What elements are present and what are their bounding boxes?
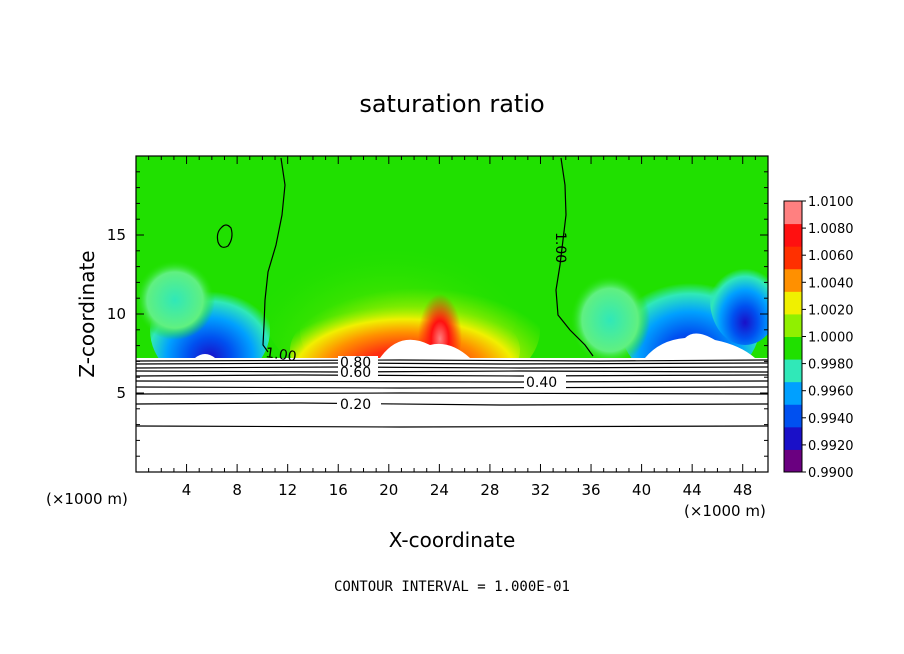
contour-label-1-00-right: 1.00 xyxy=(552,232,568,263)
x-tick-label: 16 xyxy=(329,481,348,499)
y-tick-label: 10 xyxy=(107,305,126,323)
colorbar-swatch xyxy=(784,291,802,315)
x-tick-label: 32 xyxy=(531,481,550,499)
contour-label-bg xyxy=(524,374,566,390)
colorbar-tick-label: 1.0020 xyxy=(808,303,854,318)
x-tick-label: 40 xyxy=(632,481,651,499)
y-axis: 5 10 15 xyxy=(107,171,768,457)
field-lower-band xyxy=(136,358,768,472)
colorbar-tick-label: 1.0060 xyxy=(808,249,854,264)
x-tick-label: 28 xyxy=(480,481,499,499)
x-tick-label: 36 xyxy=(581,481,600,499)
contour-label-bg xyxy=(337,396,381,412)
y-axis-label: Z-coordinate xyxy=(75,250,99,377)
x-axis-label: X-coordinate xyxy=(389,528,516,552)
colorbar-swatch xyxy=(784,449,802,473)
colorbar-swatch xyxy=(784,426,802,450)
x-tick-label: 12 xyxy=(278,481,297,499)
contour-line-0-40 xyxy=(136,380,768,383)
colorbar-tick-label: 1.0000 xyxy=(808,331,854,346)
contour-label-0-80: 0.80 xyxy=(340,355,371,371)
contour-interval-note: CONTOUR INTERVAL = 1.000E-01 xyxy=(334,579,570,595)
colorbar-tick-label: 0.9960 xyxy=(808,385,854,400)
colorbar-tick-label: 1.0100 xyxy=(808,195,854,210)
heatmap-field xyxy=(136,156,768,472)
colorbar-swatch xyxy=(784,313,802,337)
contour-label-1-00-left: 1.00 xyxy=(264,345,297,365)
x-tick-label: 4 xyxy=(182,481,192,499)
colorbar-swatch xyxy=(784,246,802,270)
y-tick-label: 15 xyxy=(107,226,126,244)
colorbar-tick-label: 1.0040 xyxy=(808,276,854,291)
colorbar-tick-label: 0.9940 xyxy=(808,412,854,427)
x-unit-left: (×1000 m) xyxy=(46,490,128,508)
colorbar: 1.0100 1.0080 1.0060 1.0040 1.0020 1.0000 0.99… xyxy=(783,195,854,481)
contour-line xyxy=(136,359,768,362)
colorbar-tick-label: 1.0080 xyxy=(808,222,854,237)
contour-lines xyxy=(136,157,768,428)
contour-label-0-60: 0.60 xyxy=(340,365,371,381)
contour-label-bg xyxy=(338,356,378,378)
contour-line-0-20 xyxy=(136,402,768,406)
contour-label-0-40: 0.40 xyxy=(526,375,557,391)
x-unit-right: (×1000 m) xyxy=(684,502,766,520)
colorbar-swatch xyxy=(784,268,802,292)
field-cyan-region-left xyxy=(136,260,215,340)
colorbar-swatch xyxy=(784,359,802,383)
x-tick-label: 8 xyxy=(232,481,242,499)
contour-line-1-00-right xyxy=(555,157,594,357)
contour-line xyxy=(136,386,768,389)
colorbar-swatch xyxy=(784,381,802,405)
x-tick-label: 44 xyxy=(683,481,702,499)
colorbar-tick-label: 0.9980 xyxy=(808,358,854,373)
contour-labels: 1.00 1.00 0.80 0.60 0.40 0.20 xyxy=(264,232,568,413)
contour-line xyxy=(136,392,768,395)
x-tick-label: 48 xyxy=(733,481,752,499)
contour-line xyxy=(136,374,768,377)
x-tick-label: 20 xyxy=(379,481,398,499)
contour-label-0-20: 0.20 xyxy=(340,397,371,413)
y-tick-label: 5 xyxy=(116,384,126,402)
x-tick-label: 24 xyxy=(430,481,449,499)
colorbar-swatch xyxy=(784,201,802,225)
contour-line-0-80 xyxy=(136,362,768,365)
field-mask-bump xyxy=(380,339,470,358)
field-mask-bump xyxy=(195,354,215,358)
colorbar-swatch xyxy=(784,223,802,247)
contour-line xyxy=(136,425,768,428)
field-mask-bump xyxy=(645,333,755,358)
colorbar-swatch xyxy=(784,404,802,428)
chart-title: saturation ratio xyxy=(359,90,544,118)
field-cyan-region-center-right xyxy=(570,275,650,365)
colorbar-tick-label: 0.9920 xyxy=(808,439,854,454)
contour-line-0-60 xyxy=(136,370,768,373)
x-axis: 4 8 12 16 20 24 28 32 36 40 44 48 xyxy=(148,156,756,499)
colorbar-tick-label: 0.9900 xyxy=(808,466,854,481)
field-blue-region-edge xyxy=(710,255,768,345)
contour-line-1-00-left xyxy=(262,157,286,353)
contour-loop xyxy=(216,224,233,248)
contour-line xyxy=(136,366,768,369)
colorbar-swatch xyxy=(784,336,802,360)
